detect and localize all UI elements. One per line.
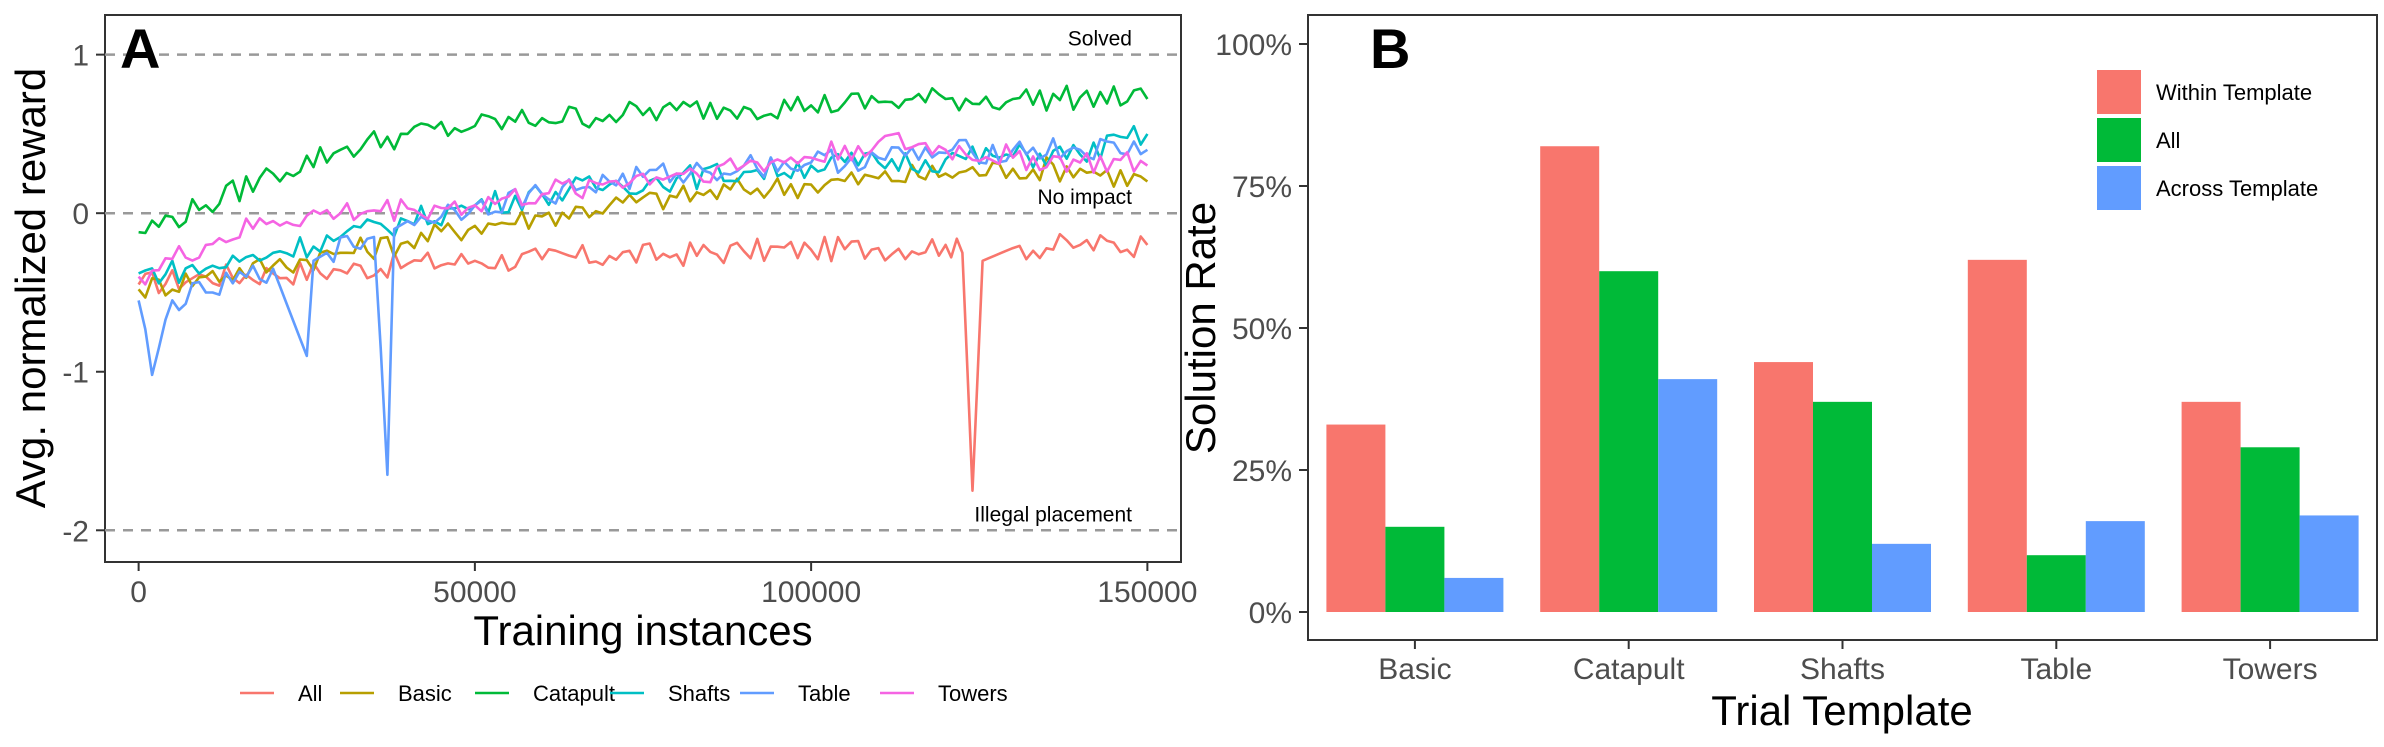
category-label-catapult: Catapult xyxy=(1573,653,1685,686)
bar-shafts-within-template xyxy=(1754,362,1813,612)
x-tick-label: 150000 xyxy=(1097,576,1197,609)
category-label-basic: Basic xyxy=(1378,653,1451,686)
panel-a-y-axis-title: Avg. normalized reward xyxy=(7,68,54,508)
y-tick-label: -1 xyxy=(62,357,89,390)
panel-b-y-axis-title: Solution Rate xyxy=(1177,202,1224,454)
bar-table-across-template xyxy=(2085,521,2145,612)
series-line-table xyxy=(137,137,1149,477)
bar-shafts-across-template xyxy=(1872,543,1931,612)
bar-catapult-across-template xyxy=(1658,379,1718,612)
y-tick-label: 1 xyxy=(72,40,89,73)
y-tick-label: 50% xyxy=(1232,313,1292,346)
bar-towers-all xyxy=(2240,447,2300,612)
legend-swatch-across-template xyxy=(2097,166,2141,210)
series-line-catapult xyxy=(138,84,1149,235)
panel-b-x-axis-title: Trial Template xyxy=(1711,687,1972,734)
legend-label-across-template: Across Template xyxy=(2156,176,2318,201)
panel-b-ticks: Basic Catapult Shafts Table Towers 0% 25% 50% 75… xyxy=(1215,29,2317,686)
series-line-towers xyxy=(137,131,1149,286)
panel-a-x-axis-title: Training instances xyxy=(473,607,812,654)
y-tick-label: 0 xyxy=(72,198,89,231)
y-tick-label: -2 xyxy=(62,515,89,548)
reference-label-solved: Solved xyxy=(1068,28,1132,51)
bar-towers-within-template xyxy=(2181,401,2241,612)
category-label-table: Table xyxy=(2020,653,2092,686)
bar-basic-all xyxy=(1385,526,1445,612)
legend-swatch-all xyxy=(2097,118,2141,162)
y-tick-label: 100% xyxy=(1215,29,1292,62)
legend-label-within-template: Within Template xyxy=(2156,80,2312,105)
bar-basic-across-template xyxy=(1444,577,1504,612)
panel-b: Basic Catapult Shafts Table Towers 0% 25% 50% 75… xyxy=(1177,14,2378,734)
category-label-shafts: Shafts xyxy=(1800,653,1885,686)
category-label-towers: Towers xyxy=(2223,653,2318,686)
legend-label-all: All xyxy=(298,681,322,706)
y-tick-label: 0% xyxy=(1249,597,1292,630)
bar-table-within-template xyxy=(1967,259,2027,612)
panel-a-ticks: 0 50000 100000 150000 1 0 -1 -2 xyxy=(62,40,1197,609)
panel-a-plot-border xyxy=(104,14,1182,563)
panel-b-legend: Within Template All Across Template xyxy=(2097,70,2318,210)
y-tick-label: 75% xyxy=(1232,171,1292,204)
legend-label-all: All xyxy=(2156,128,2180,153)
legend-label-catapult: Catapult xyxy=(533,681,615,706)
reference-label-no-impact: No impact xyxy=(1037,186,1132,209)
bar-catapult-all xyxy=(1599,271,1659,612)
legend-label-basic: Basic xyxy=(398,681,452,706)
x-tick-label: 50000 xyxy=(433,576,516,609)
legend-swatch-within-template xyxy=(2097,70,2141,114)
panel-a-letter: A xyxy=(120,17,160,80)
bar-basic-within-template xyxy=(1326,424,1386,612)
x-tick-label: 100000 xyxy=(761,576,861,609)
bar-catapult-within-template xyxy=(1540,146,1600,613)
legend-label-table: Table xyxy=(798,681,851,706)
x-tick-label: 0 xyxy=(130,576,147,609)
series-line-all xyxy=(137,232,1149,492)
panel-a-legend: All Basic Catapult Shafts Table Towers xyxy=(240,681,1008,706)
legend-label-shafts: Shafts xyxy=(668,681,730,706)
series-line-basic xyxy=(137,156,1149,299)
bar-shafts-all xyxy=(1813,401,1872,612)
panel-b-bars xyxy=(1326,146,2359,613)
y-tick-label: 25% xyxy=(1232,455,1292,488)
panel-b-letter: B xyxy=(1370,17,1410,80)
panel-a-reference-lines: Solved No impact Illegal placement xyxy=(105,28,1181,532)
panel-a-series xyxy=(137,84,1149,492)
series-line-shafts xyxy=(138,124,1149,285)
reference-label-illegal-placement: Illegal placement xyxy=(974,503,1132,526)
bar-towers-across-template xyxy=(2299,515,2359,612)
legend-label-towers: Towers xyxy=(938,681,1008,706)
panel-a: Solved No impact Illegal placement 0 50000 1… xyxy=(7,14,1197,706)
bar-table-all xyxy=(2026,555,2086,612)
